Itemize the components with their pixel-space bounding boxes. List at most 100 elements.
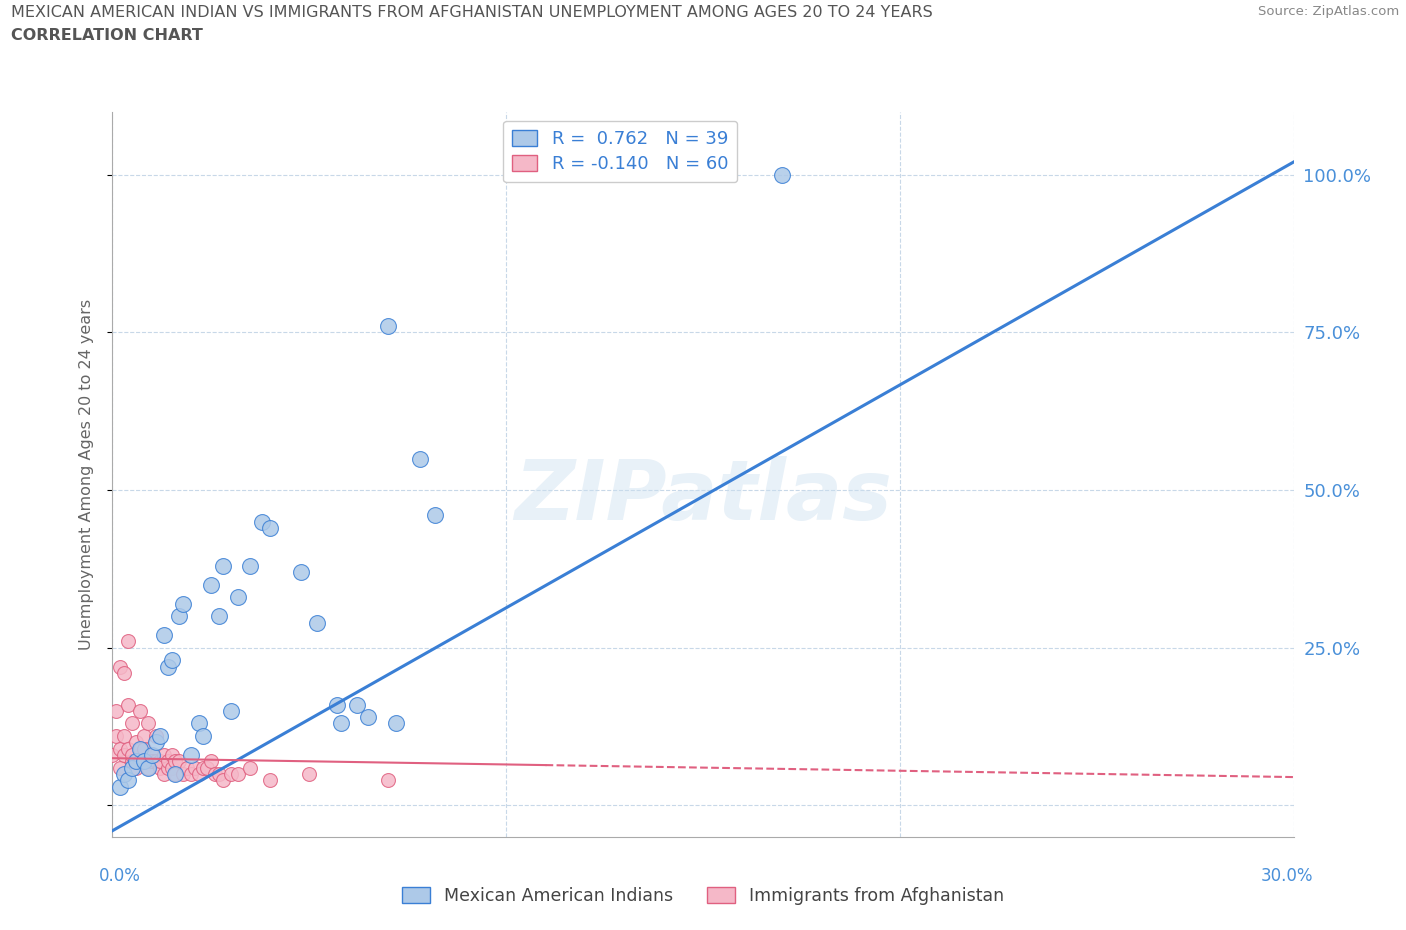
Text: 0.0%: 0.0% (98, 867, 141, 884)
Point (165, 754, 187, 769)
Point (346, 698, 368, 712)
Point (160, 653, 183, 668)
Point (125, 754, 148, 769)
Point (228, 590, 250, 604)
Point (149, 754, 172, 769)
Point (110, 779, 132, 794)
Point (125, 735, 148, 750)
Legend: Mexican American Indians, Immigrants from Afghanistan: Mexican American Indians, Immigrants fro… (395, 880, 1011, 912)
Text: ZIPatlas: ZIPatlas (515, 456, 891, 537)
Point (105, 703, 128, 718)
Point (219, 703, 242, 718)
Text: MEXICAN AMERICAN INDIAN VS IMMIGRANTS FROM AFGHANISTAN UNEMPLOYMENT AMONG AGES 2: MEXICAN AMERICAN INDIAN VS IMMIGRANTS FR… (11, 5, 934, 20)
Point (136, 754, 159, 769)
Point (132, 754, 155, 769)
Point (149, 760, 172, 775)
Point (200, 578, 222, 592)
Point (112, 666, 135, 681)
Point (110, 760, 132, 775)
Point (112, 766, 135, 781)
Point (132, 754, 155, 769)
Point (180, 766, 202, 781)
Point (105, 728, 128, 743)
Point (385, 716, 408, 731)
Point (141, 754, 163, 769)
Point (408, 451, 430, 466)
Point (259, 521, 281, 536)
Point (129, 741, 152, 756)
Legend: R =  0.762   N = 39, R = -0.140   N = 60: R = 0.762 N = 39, R = -0.140 N = 60 (503, 121, 738, 182)
Point (208, 609, 231, 624)
Point (239, 760, 262, 775)
Point (160, 760, 183, 775)
Point (121, 716, 143, 731)
Point (184, 760, 207, 775)
Y-axis label: Unemployment Among Ages 20 to 24 years: Unemployment Among Ages 20 to 24 years (79, 299, 94, 650)
Point (425, 508, 447, 523)
Point (110, 741, 132, 756)
Point (180, 748, 202, 763)
Point (172, 596, 194, 611)
Point (117, 634, 139, 649)
Point (141, 754, 163, 769)
Point (152, 748, 174, 763)
Point (165, 766, 187, 781)
Point (169, 609, 191, 624)
Point (307, 615, 329, 630)
Point (141, 748, 163, 763)
Point (195, 760, 218, 775)
Point (211, 773, 233, 788)
Point (377, 773, 399, 788)
Point (290, 565, 312, 579)
Point (110, 659, 132, 674)
Point (156, 754, 179, 769)
Point (145, 754, 167, 769)
Point (770, 167, 793, 182)
Text: 30.0%: 30.0% (1260, 867, 1313, 884)
Point (191, 760, 214, 775)
Point (125, 754, 148, 769)
Point (326, 698, 349, 712)
Point (121, 754, 143, 769)
Point (176, 760, 198, 775)
Point (165, 766, 187, 781)
Point (228, 766, 250, 781)
Point (152, 766, 174, 781)
Point (125, 760, 148, 775)
Point (188, 766, 211, 781)
Point (145, 728, 167, 743)
Point (145, 735, 167, 750)
Point (208, 766, 231, 781)
Point (329, 716, 352, 731)
Point (136, 716, 159, 731)
Text: Source: ZipAtlas.com: Source: ZipAtlas.com (1258, 5, 1399, 18)
Point (219, 766, 242, 781)
Point (117, 741, 139, 756)
Point (191, 728, 214, 743)
Point (172, 766, 194, 781)
Point (129, 754, 152, 769)
Point (188, 716, 211, 731)
Text: CORRELATION CHART: CORRELATION CHART (11, 28, 202, 43)
Point (169, 754, 191, 769)
Point (250, 514, 273, 529)
Point (117, 773, 139, 788)
Point (121, 748, 143, 763)
Point (112, 728, 135, 743)
Point (204, 766, 226, 781)
Point (141, 748, 163, 763)
Point (156, 659, 179, 674)
Point (117, 698, 139, 712)
Point (200, 754, 222, 769)
Point (121, 760, 143, 775)
Point (149, 728, 172, 743)
Point (129, 703, 152, 718)
Point (132, 728, 155, 743)
Point (101, 748, 124, 763)
Point (136, 760, 159, 775)
Point (259, 773, 281, 788)
Point (357, 710, 380, 724)
Point (160, 748, 183, 763)
Point (129, 741, 152, 756)
Point (132, 741, 155, 756)
